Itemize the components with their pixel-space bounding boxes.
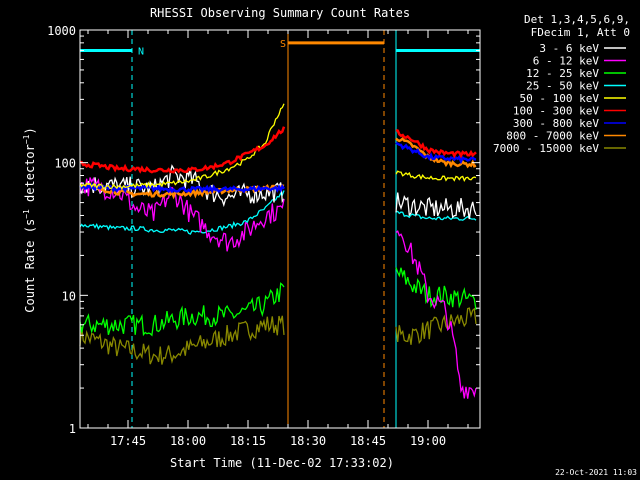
- series-line-9-segment2: [395, 307, 477, 345]
- y-tick-label: 1000: [47, 24, 76, 38]
- series-line-6-segment2: [395, 128, 477, 159]
- x-tick-label: 18:15: [230, 434, 266, 448]
- series-line-7-segment1: [79, 181, 286, 194]
- legend-label-5: 50 - 100 keV: [520, 92, 600, 105]
- legend-label-6: 100 - 300 keV: [513, 105, 599, 118]
- series-line-2-segment2: [395, 230, 477, 399]
- legend-label-1: 3 - 6 keV: [539, 42, 599, 55]
- interval-label-S: S: [280, 39, 286, 50]
- series-line-2-segment1: [79, 176, 285, 252]
- y-axis-label: Count Rate (s−1 detector−1): [22, 127, 37, 312]
- chart-title: RHESSI Observing Summary Count Rates: [150, 6, 410, 20]
- plot-frame: [79, 29, 481, 429]
- legend-header-line-1: Det 1,3,4,5,6,9,: [524, 13, 630, 26]
- legend-label-9: 7000 - 15000 keV: [493, 142, 599, 155]
- legend-label-8: 800 - 7000 keV: [506, 130, 599, 143]
- y-tick-label: 10: [62, 289, 76, 303]
- legend-header-line-2: FDecim 1, Att 0: [531, 26, 630, 39]
- interval-label-N: N: [138, 47, 144, 58]
- y-tick-label: 1: [69, 422, 76, 436]
- x-tick-label: 18:00: [170, 434, 206, 448]
- series-line-7-segment2: [395, 141, 477, 165]
- legend-label-4: 25 - 50 keV: [526, 80, 599, 93]
- series-line-1-segment1: [79, 164, 285, 208]
- series-line-5-segment1: [79, 103, 285, 190]
- series-line-4-segment2: [395, 210, 477, 221]
- x-axis-label: Start Time (11-Dec-02 17:33:02): [170, 456, 394, 470]
- legend-label-2: 6 - 12 keV: [533, 55, 600, 68]
- x-tick-label: 18:45: [350, 434, 386, 448]
- series-line-6-segment1: [79, 126, 286, 174]
- x-tick-label: 18:30: [290, 434, 326, 448]
- x-tick-label: 17:45: [110, 434, 146, 448]
- series-line-9-segment1: [79, 315, 285, 365]
- y-tick-label: 100: [54, 157, 76, 171]
- series-line-4-segment1: [79, 190, 285, 235]
- legend-label-7: 300 - 800 keV: [513, 117, 599, 130]
- series-line-3-segment1: [79, 282, 285, 337]
- series-line-1-segment2: [395, 192, 477, 220]
- legend-label-3: 12 - 25 keV: [526, 67, 599, 80]
- generation-timestamp: 22-Oct-2021 11:03: [555, 468, 637, 477]
- x-tick-label: 19:00: [410, 434, 446, 448]
- series-line-5-segment2: [395, 170, 477, 182]
- series-line-3-segment2: [395, 267, 477, 311]
